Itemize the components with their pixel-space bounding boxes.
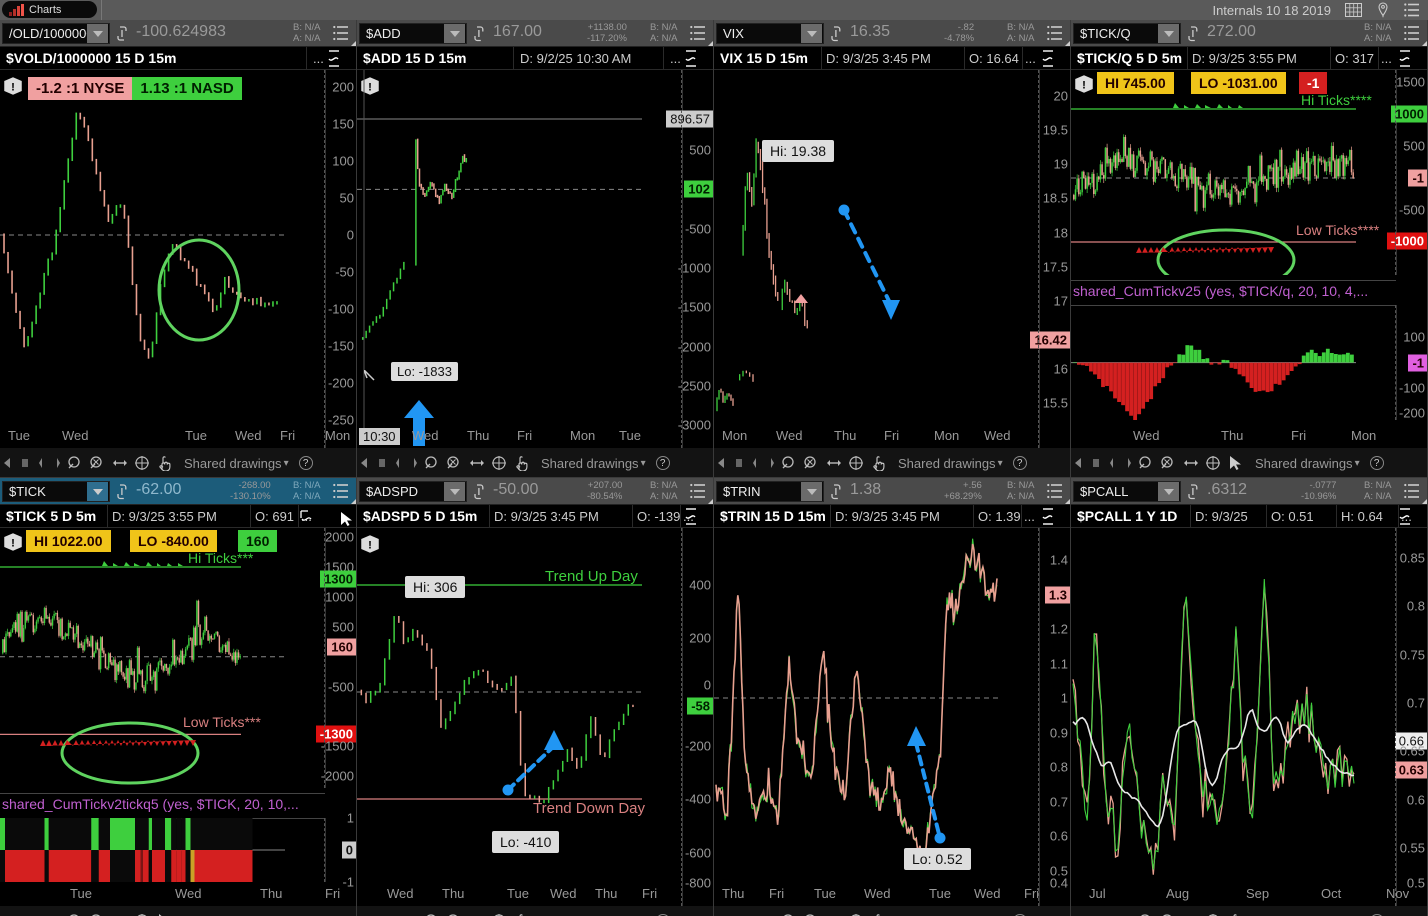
svg-text:Hi Ticks****: Hi Ticks**** bbox=[1301, 92, 1372, 108]
svg-text:Low Ticks****: Low Ticks**** bbox=[1296, 222, 1380, 238]
svg-text:Trend Up Day: Trend Up Day bbox=[545, 568, 638, 585]
svg-text:Trend Down Day: Trend Down Day bbox=[533, 800, 645, 817]
svg-text:Hi Ticks***: Hi Ticks*** bbox=[188, 550, 254, 566]
svg-text:Low Ticks***: Low Ticks*** bbox=[183, 714, 261, 730]
